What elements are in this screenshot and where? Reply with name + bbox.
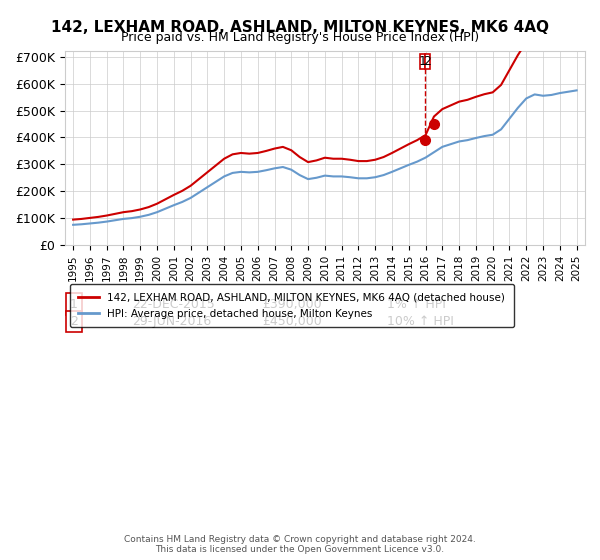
Text: 10% ↑ HPI: 10% ↑ HPI	[387, 315, 454, 328]
Text: £390,000: £390,000	[262, 297, 322, 310]
Text: 29-JUN-2016: 29-JUN-2016	[133, 315, 212, 328]
Text: 22-DEC-2015: 22-DEC-2015	[133, 297, 215, 310]
Text: 1: 1	[419, 55, 427, 68]
Legend: 142, LEXHAM ROAD, ASHLAND, MILTON KEYNES, MK6 4AQ (detached house), HPI: Average: 142, LEXHAM ROAD, ASHLAND, MILTON KEYNES…	[70, 284, 514, 327]
Bar	[425, 54, 430, 69]
Text: Contains HM Land Registry data © Crown copyright and database right 2024.
This d: Contains HM Land Registry data © Crown c…	[124, 535, 476, 554]
Bar	[421, 54, 425, 69]
Text: 1: 1	[70, 297, 78, 310]
Text: 2: 2	[70, 315, 78, 328]
Text: 142, LEXHAM ROAD, ASHLAND, MILTON KEYNES, MK6 4AQ: 142, LEXHAM ROAD, ASHLAND, MILTON KEYNES…	[51, 20, 549, 35]
Text: 2: 2	[424, 55, 431, 68]
Text: Price paid vs. HM Land Registry's House Price Index (HPI): Price paid vs. HM Land Registry's House …	[121, 31, 479, 44]
Text: 1% ↑ HPI: 1% ↑ HPI	[387, 297, 446, 310]
Text: £450,000: £450,000	[262, 315, 322, 328]
